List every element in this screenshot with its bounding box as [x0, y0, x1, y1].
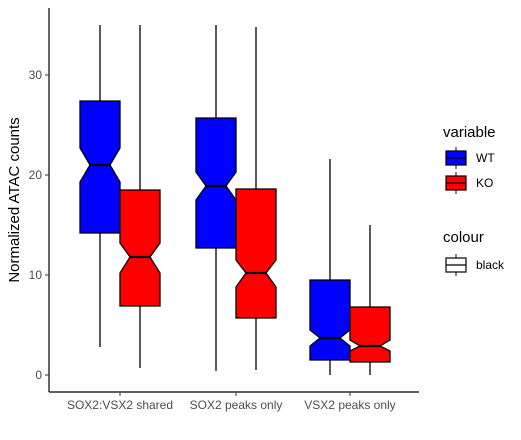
- box-wt-1: [79, 100, 121, 234]
- box-ko-2: [235, 188, 277, 319]
- y-tick-label-10: 10: [29, 268, 43, 282]
- legend-colour-label: black: [476, 258, 505, 272]
- y-tick-label-20: 20: [29, 168, 43, 182]
- box-wt-3: [309, 279, 351, 361]
- legend-label-wt: WT: [476, 151, 495, 165]
- x-tick-label-3: VSX2 peaks only: [304, 398, 395, 412]
- x-tick-label-2: SOX2 peaks only: [190, 398, 283, 412]
- y-tick-label-30: 30: [29, 68, 43, 82]
- box-wt-2: [195, 117, 237, 249]
- x-tick-label-1: SOX2:VSX2 shared: [67, 398, 173, 412]
- y-axis-title: Normalized ATAC counts: [6, 117, 23, 282]
- legend: variable colour black WT KO: [443, 124, 505, 276]
- y-tick-label-0: 0: [35, 368, 42, 382]
- box-ko-3: [349, 306, 391, 363]
- legend-colour-title: colour: [443, 229, 484, 246]
- axes: 0 10 20 30 SOX2:VSX2 shared SOX2 peaks only VS…: [29, 8, 419, 412]
- legend-variable-title: variable: [443, 124, 496, 141]
- legend-label-ko: KO: [476, 176, 493, 190]
- plot-area: [79, 25, 391, 375]
- box-ko-1: [119, 189, 161, 307]
